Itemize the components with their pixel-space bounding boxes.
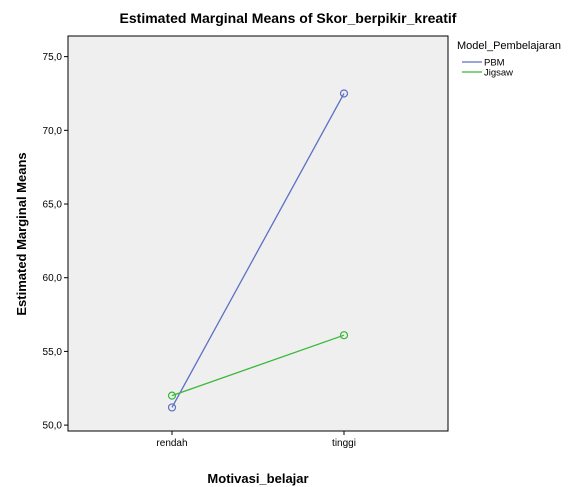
y-axis: 50,0 55,0 60,0 65,0 70,0 75,0 <box>43 52 68 432</box>
data-point-pbm-tinggi <box>339 89 349 98</box>
x-tick-label: tinggi <box>332 438 356 449</box>
data-point-pbm-rendah <box>167 403 177 412</box>
x-axis: rendah tinggi <box>156 431 356 449</box>
data-point-jigsaw-rendah <box>167 391 177 400</box>
series-group <box>167 89 349 412</box>
legend-title: Model_Pembelajaran <box>457 40 561 52</box>
y-tick-label: 70,0 <box>43 126 63 137</box>
data-point-jigsaw-tinggi <box>339 331 349 340</box>
legend-label-pbm: PBM <box>484 58 505 69</box>
y-tick-label: 50,0 <box>43 421 63 432</box>
x-axis-title: Motivasi_belajar <box>207 471 308 486</box>
plot-area <box>67 35 449 432</box>
series-line-jigsaw <box>171 334 345 397</box>
x-tick-label: rendah <box>156 438 187 449</box>
y-tick-label: 55,0 <box>43 347 63 358</box>
chart-title: Estimated Marginal Means of Skor_berpiki… <box>120 10 457 26</box>
y-axis-title: Estimated Marginal Means <box>14 152 29 315</box>
y-tick-label: 75,0 <box>43 52 63 63</box>
y-tick-label: 60,0 <box>43 273 63 284</box>
y-tick-label: 65,0 <box>43 200 63 211</box>
series-line-pbm <box>171 93 345 408</box>
legend-label-jigsaw: Jigsaw <box>484 68 513 79</box>
